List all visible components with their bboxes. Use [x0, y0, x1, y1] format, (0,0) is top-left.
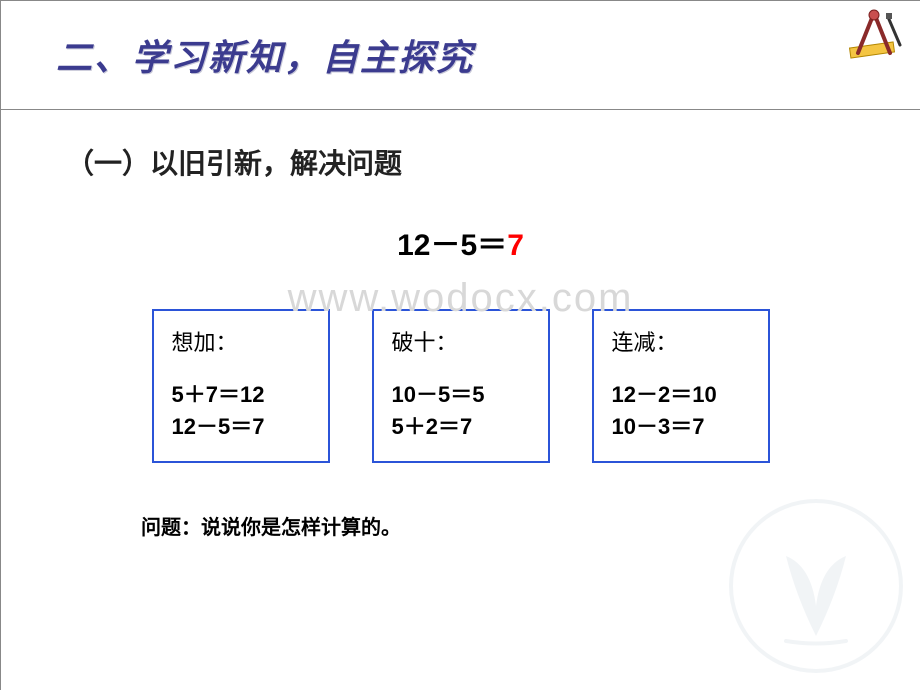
question-text: 问题：说说你是怎样计算的。 — [141, 511, 920, 540]
method-line: 12－2＝10 — [612, 379, 750, 411]
title-area: 二、学习新知，自主探究 — [1, 1, 920, 97]
method-box-add: 想加： 5＋7＝12 12－5＝7 — [152, 309, 330, 463]
method-boxes: 想加： 5＋7＝12 12－5＝7 破十： 10－5＝5 5＋2＝7 连减： 1… — [1, 309, 920, 463]
method-line: 10－5＝5 — [392, 379, 530, 411]
method-label: 破十： — [392, 325, 530, 357]
slide-title: 二、学习新知，自主探究 — [56, 29, 920, 81]
compass-ruler-icon — [844, 7, 906, 63]
main-equation: 12－5＝7 — [1, 220, 920, 264]
divider — [1, 109, 920, 110]
equation-lhs: 12－5＝ — [397, 229, 507, 262]
equation-answer: 7 — [507, 229, 524, 262]
method-line: 5＋7＝12 — [172, 379, 310, 411]
method-line: 5＋2＝7 — [392, 411, 530, 443]
method-box-break-ten: 破十： 10－5＝5 5＋2＝7 — [372, 309, 550, 463]
method-box-sequential-subtract: 连减： 12－2＝10 10－3＝7 — [592, 309, 770, 463]
method-line: 10－3＝7 — [612, 411, 750, 443]
slide-subtitle: （一）以旧引新，解决问题 — [66, 142, 920, 182]
method-label: 连减： — [612, 325, 750, 357]
slide: 二、学习新知，自主探究 （一）以旧引新，解决问题 12－5＝7 www.wodo… — [0, 0, 920, 690]
method-label: 想加： — [172, 325, 310, 357]
method-line: 12－5＝7 — [172, 411, 310, 443]
